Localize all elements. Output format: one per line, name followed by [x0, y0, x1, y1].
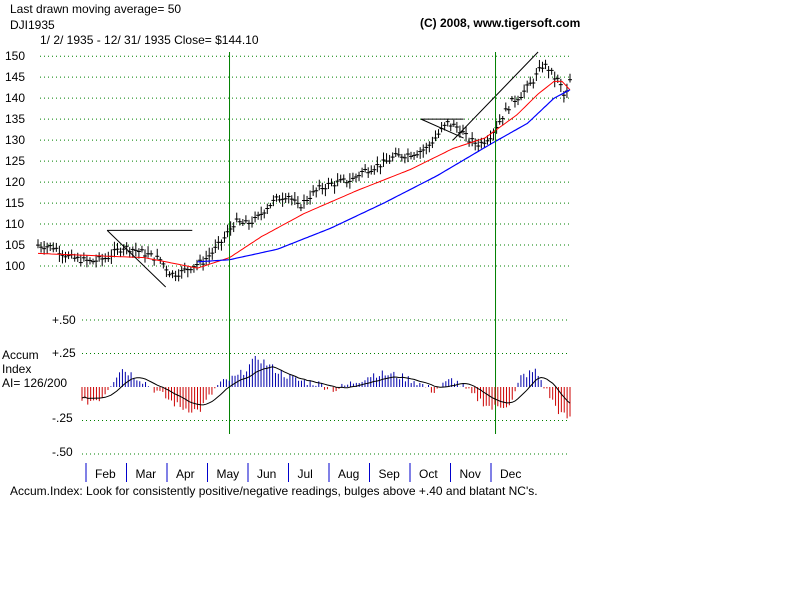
- ma-fast-line: [37, 80, 571, 269]
- header-date-close: 1/ 2/ 1935 - 12/ 31/ 1935 Close= $144.10: [40, 33, 259, 47]
- month-label: Mar: [135, 467, 157, 481]
- price-ytick-label: 135: [5, 112, 26, 127]
- month-label: Jun: [257, 467, 277, 481]
- accum-label-2: Index: [2, 362, 32, 376]
- month-label: Feb: [95, 467, 116, 481]
- month-label: Apr: [176, 467, 195, 481]
- price-ytick-label: 105: [5, 238, 26, 253]
- ma-slow-line: [197, 89, 571, 263]
- month-label: May: [216, 467, 240, 481]
- header-symbol: DJI1935: [10, 18, 55, 32]
- footer-note: Accum.Index: Look for consistently posit…: [10, 484, 538, 498]
- price-ytick-label: 120: [5, 175, 26, 190]
- price-ytick-label: 100: [5, 259, 26, 274]
- accum-ytick-m50: -.50: [52, 445, 73, 459]
- header-ma-text: Last drawn moving average= 50: [10, 2, 182, 16]
- price-ytick-label: 110: [5, 217, 25, 232]
- accum-label-1: Accum: [2, 348, 39, 362]
- trendline-down: [106, 229, 167, 288]
- price-ytick-label: 115: [5, 196, 25, 211]
- accum-ma-line: [81, 366, 571, 406]
- accum-ytick-p50: +.50: [52, 313, 76, 327]
- price-ytick-label: 150: [5, 49, 26, 64]
- price-ytick-label: 145: [5, 70, 26, 85]
- accum-label-3: AI= 126/200: [2, 376, 68, 390]
- month-label: Aug: [338, 467, 360, 481]
- price-ytick-label: 130: [5, 133, 26, 148]
- accum-ytick-m25: -.25: [52, 411, 73, 425]
- price-ytick-label: 140: [5, 91, 26, 106]
- month-label: Nov: [459, 467, 481, 481]
- trendline-down-2: [420, 118, 464, 139]
- month-label: Dec: [500, 467, 522, 481]
- month-label: Sep: [378, 467, 400, 481]
- month-label: Oct: [419, 467, 438, 481]
- accum-ytick-p25: +.25: [52, 346, 76, 360]
- month-label: Jul: [297, 467, 313, 481]
- header-copyright: (C) 2008, www.tigersoft.com: [420, 16, 581, 30]
- price-ytick-label: 125: [5, 154, 26, 169]
